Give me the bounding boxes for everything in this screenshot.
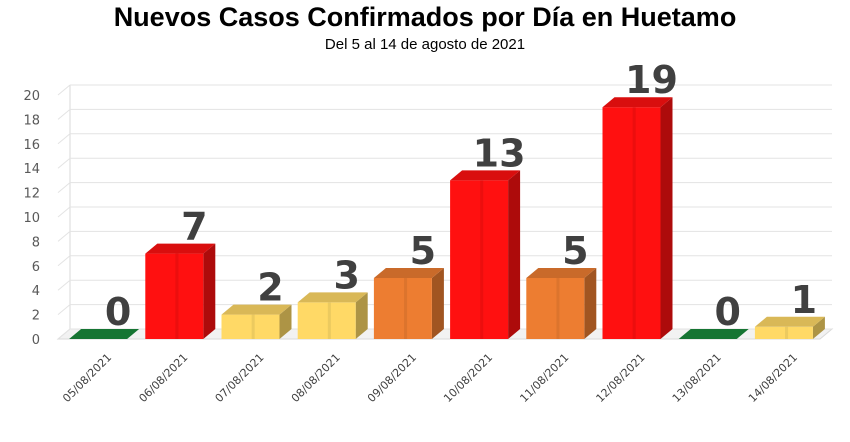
bar-side	[355, 292, 368, 339]
y-tick-label: 10	[23, 211, 40, 226]
bar-front	[602, 107, 661, 339]
bar-highlight	[632, 107, 636, 339]
y-tick-label: 8	[32, 235, 40, 250]
data-label: 19	[625, 58, 678, 102]
y-tick-label: 20	[23, 89, 40, 104]
bar-front	[450, 180, 509, 339]
y-tick-label: 16	[23, 138, 40, 153]
bar-top	[69, 329, 140, 339]
y-tick-label: 14	[23, 162, 40, 177]
x-tick-label: 13/08/2021	[670, 351, 724, 405]
gridline-side	[57, 109, 71, 120]
x-tick-label: 09/08/2021	[365, 351, 419, 405]
bar-front	[297, 302, 356, 339]
x-tick-label: 07/08/2021	[213, 351, 267, 405]
bar-top	[373, 268, 444, 278]
bar-top	[602, 97, 673, 108]
gridline-side	[57, 157, 71, 169]
bar-side	[203, 243, 216, 339]
y-tick-label: 0	[32, 333, 40, 348]
bar-front	[221, 314, 280, 339]
bar-top	[145, 243, 216, 254]
gridline-side	[57, 255, 71, 267]
data-label: 7	[181, 205, 207, 249]
bar-highlight	[785, 326, 789, 339]
bar-top	[526, 268, 597, 278]
x-tick-label: 06/08/2021	[136, 351, 190, 405]
data-label: 0	[105, 290, 131, 334]
data-label: 0	[714, 290, 740, 334]
bar-12/08/2021	[602, 97, 673, 339]
bar-side	[584, 268, 597, 339]
bar-11/08/2021	[526, 268, 597, 339]
x-tick-label: 05/08/2021	[60, 351, 114, 405]
bar-09/08/2021	[373, 268, 444, 339]
bar-13/08/2021	[678, 329, 749, 339]
bar-side	[279, 304, 292, 339]
x-tick-label: 11/08/2021	[517, 351, 571, 405]
data-label: 5	[410, 229, 436, 273]
bar-front	[754, 326, 813, 339]
data-label: 2	[257, 266, 283, 310]
bar-08/08/2021	[297, 292, 368, 339]
gridline-side	[57, 231, 71, 242]
bar-side	[508, 170, 521, 339]
bar-top	[678, 329, 749, 339]
y-tick-label: 12	[23, 187, 40, 202]
bar-top	[297, 292, 368, 303]
bar-side	[812, 316, 825, 339]
y-tick-label: 4	[32, 284, 40, 299]
bar-side	[431, 268, 444, 339]
chart-title: Nuevos Casos Confirmados por Día en Huet…	[113, 2, 737, 32]
x-tick-label: 12/08/2021	[594, 351, 648, 405]
bar-07/08/2021	[221, 304, 292, 339]
gridline-side	[57, 328, 71, 340]
x-tick-label: 08/08/2021	[289, 351, 343, 405]
y-tick-label: 6	[32, 260, 40, 275]
y-tick-label: 2	[32, 309, 40, 324]
bar-highlight	[480, 180, 484, 339]
bar-highlight	[556, 278, 560, 339]
gridline-side	[57, 182, 71, 193]
bar-highlight	[327, 302, 331, 339]
gridline-side	[57, 133, 71, 145]
bar-top	[754, 316, 825, 327]
bar-10/08/2021	[450, 170, 521, 339]
x-tick-label: 10/08/2021	[441, 351, 495, 405]
bar-14/08/2021	[754, 316, 825, 339]
bar-front	[373, 278, 432, 339]
data-label: 1	[791, 278, 817, 322]
gridline-side	[57, 84, 71, 96]
bar-side	[660, 97, 673, 339]
x-tick-label: 14/08/2021	[746, 351, 800, 405]
data-label: 3	[333, 253, 359, 297]
bar-05/08/2021	[69, 329, 140, 339]
chart-subtitle: Del 5 al 14 de agosto de 2021	[324, 36, 526, 53]
y-tick-label: 18	[23, 113, 40, 128]
bar-highlight	[251, 314, 255, 339]
gridline-side	[57, 279, 71, 291]
bar-highlight	[404, 278, 408, 339]
bar-front	[145, 253, 204, 339]
bar-top	[221, 304, 292, 315]
bar-top	[450, 170, 521, 181]
gridline-side	[57, 304, 71, 315]
data-label: 5	[562, 229, 588, 273]
gridline-side	[57, 206, 71, 218]
bar-06/08/2021	[145, 243, 216, 339]
bar-highlight	[175, 253, 179, 339]
data-label: 13	[473, 131, 526, 175]
bar-front	[526, 278, 585, 339]
